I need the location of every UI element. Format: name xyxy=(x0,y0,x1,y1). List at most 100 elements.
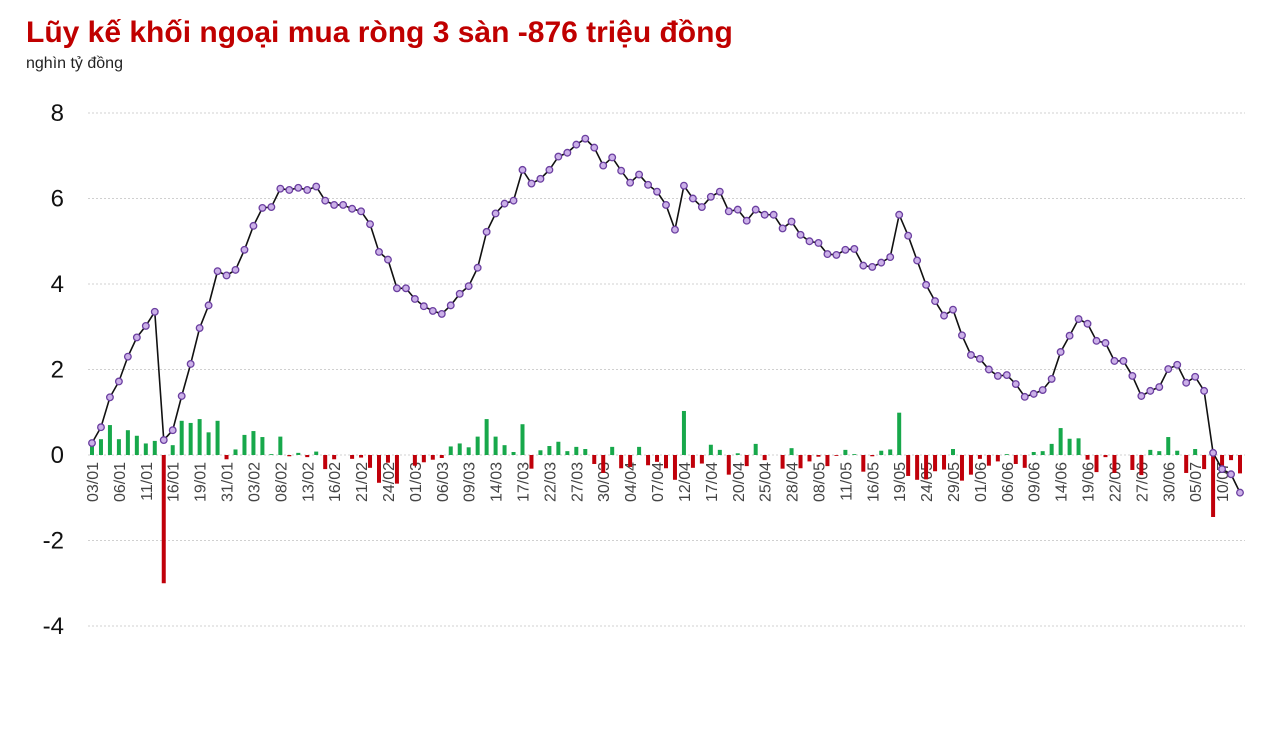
point xyxy=(940,311,948,320)
point xyxy=(697,203,706,211)
bar xyxy=(287,455,292,457)
bar xyxy=(861,455,866,472)
bar xyxy=(170,445,175,455)
point xyxy=(760,210,769,219)
point xyxy=(1155,383,1164,391)
bar xyxy=(188,422,193,455)
x-tick-label: 14/03 xyxy=(489,462,506,502)
x-tick-label: 06/03 xyxy=(435,462,452,502)
bar xyxy=(538,450,543,455)
x-tick-label: 16/02 xyxy=(327,462,344,502)
x-tick-label: 08/02 xyxy=(273,462,290,502)
x-tick-label: 27/03 xyxy=(569,462,586,502)
bar xyxy=(385,455,390,463)
bar xyxy=(161,455,166,584)
point xyxy=(141,321,150,330)
point xyxy=(1056,348,1065,356)
bar xyxy=(807,455,812,462)
point xyxy=(572,140,581,149)
bar xyxy=(215,420,220,455)
bar xyxy=(359,455,364,458)
bar xyxy=(484,419,489,455)
bar xyxy=(1202,455,1207,470)
point xyxy=(473,263,482,272)
point xyxy=(518,165,527,174)
bar xyxy=(995,455,1000,462)
bar xyxy=(421,455,426,463)
bar xyxy=(125,430,130,455)
point xyxy=(258,203,267,212)
bar xyxy=(1166,437,1171,455)
bar xyxy=(1148,449,1153,455)
bar xyxy=(502,445,507,455)
point xyxy=(1218,465,1227,474)
point xyxy=(1119,357,1128,365)
point xyxy=(392,284,401,293)
bar xyxy=(377,455,381,483)
x-tick-label: 17/03 xyxy=(516,462,533,502)
point xyxy=(662,200,670,209)
point xyxy=(688,194,697,203)
bar xyxy=(323,455,328,470)
point xyxy=(1047,374,1056,383)
y-tick-label: 4 xyxy=(51,271,64,298)
x-tick-label: 06/01 xyxy=(112,462,129,502)
point xyxy=(653,187,661,196)
bar xyxy=(332,455,337,460)
point xyxy=(545,165,554,174)
point xyxy=(276,184,285,193)
point xyxy=(321,196,330,205)
bar xyxy=(681,410,686,455)
x-tick-label: 17/04 xyxy=(704,462,721,502)
bar xyxy=(1022,455,1027,468)
bar xyxy=(816,455,821,457)
bar xyxy=(708,444,713,455)
bar xyxy=(547,446,552,455)
bar xyxy=(116,439,121,455)
bar xyxy=(1004,454,1009,455)
point xyxy=(536,174,545,183)
bar xyxy=(251,431,256,455)
point xyxy=(509,196,518,205)
bar xyxy=(233,449,238,455)
bar xyxy=(1193,449,1198,455)
x-tick-label: 11/01 xyxy=(139,462,156,501)
bar xyxy=(789,448,794,455)
chart-title: Lũy kế khối ngoại mua ròng 3 sàn -876 tr… xyxy=(26,16,733,49)
point xyxy=(975,354,984,363)
point xyxy=(1236,488,1244,497)
y-tick-label: -4 xyxy=(43,613,64,640)
bar xyxy=(269,454,274,455)
point xyxy=(958,331,966,340)
x-tick-label: 01/06 xyxy=(973,462,990,502)
point xyxy=(751,205,760,214)
point xyxy=(231,265,240,274)
point xyxy=(966,351,975,359)
bar xyxy=(520,424,525,455)
point xyxy=(294,183,303,192)
bar xyxy=(780,455,785,469)
bar xyxy=(968,455,973,475)
x-tick-label: 24/02 xyxy=(381,462,398,502)
point xyxy=(922,280,931,289)
point xyxy=(1083,319,1092,328)
bar xyxy=(457,443,462,455)
y-tick-label: 0 xyxy=(51,442,64,469)
point xyxy=(599,161,608,170)
bar xyxy=(1067,438,1072,455)
point xyxy=(617,166,626,175)
bar xyxy=(762,455,767,461)
bar xyxy=(798,455,803,469)
point xyxy=(590,143,599,152)
bar xyxy=(825,455,830,467)
bar xyxy=(1112,455,1117,473)
point xyxy=(1065,331,1074,340)
bar xyxy=(986,455,991,466)
x-tick-label: 14/06 xyxy=(1054,462,1071,502)
bar xyxy=(394,455,399,484)
bar xyxy=(1076,438,1081,455)
point xyxy=(428,306,437,315)
point xyxy=(1011,380,1020,388)
x-tick-label: 19/06 xyxy=(1081,462,1098,502)
x-tick-label: 30/06 xyxy=(1161,462,1178,502)
